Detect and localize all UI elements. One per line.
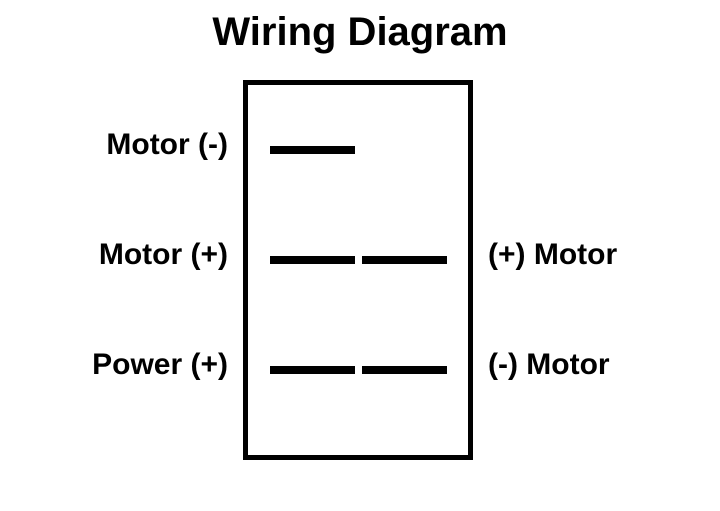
diagram-title: Wiring Diagram xyxy=(0,10,720,55)
label-pos-motor: (+) Motor xyxy=(488,238,617,272)
label-motor-neg: Motor (-) xyxy=(106,128,228,162)
label-motor-pos: Motor (+) xyxy=(99,238,228,272)
terminal-bot-left xyxy=(270,366,355,374)
terminal-bot-right xyxy=(362,366,447,374)
terminal-top-left xyxy=(270,146,355,154)
label-power-pos: Power (+) xyxy=(92,348,228,382)
terminal-mid-right xyxy=(362,256,447,264)
terminal-mid-left xyxy=(270,256,355,264)
switch-body-rectangle xyxy=(243,80,473,460)
label-neg-motor: (-) Motor xyxy=(488,348,610,382)
wiring-diagram-container: Wiring Diagram Motor (-) Motor (+) (+) M… xyxy=(0,0,720,511)
